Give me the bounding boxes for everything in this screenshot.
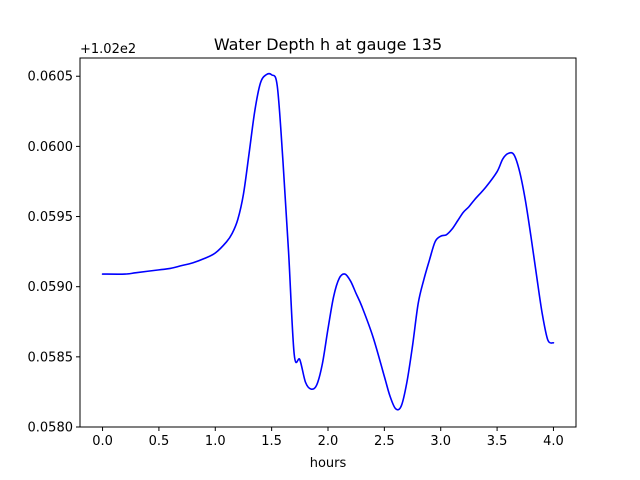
x-tick-label: 2.5	[374, 434, 395, 449]
x-tick-label: 0.0	[92, 434, 113, 449]
x-tick-label: 3.0	[430, 434, 451, 449]
y-tick-label: 0.0595	[28, 210, 74, 225]
y-tick-label: 0.0605	[28, 70, 74, 85]
y-axis-offset-label: +1.02e2	[80, 42, 136, 57]
y-tick-label: 0.0580	[28, 421, 74, 436]
y-tick-label: 0.0600	[28, 140, 74, 155]
y-tick-label: 0.0590	[28, 280, 74, 295]
x-tick-label: 0.5	[149, 434, 170, 449]
chart-title: Water Depth h at gauge 135	[214, 35, 442, 54]
x-tick-label: 2.0	[318, 434, 339, 449]
x-axis-ticks: 0.0 0.5 1.0 1.5 2.0 2.5 3.0 3.5 4.0	[92, 427, 564, 449]
y-tick-label: 0.0585	[28, 350, 74, 365]
x-axis-label: hours	[310, 456, 347, 471]
x-tick-label: 4.0	[543, 434, 564, 449]
y-axis-ticks: 0.0580 0.0585 0.0590 0.0595 0.0600 0.0605	[28, 70, 80, 436]
x-tick-label: 1.0	[205, 434, 226, 449]
series-layer	[101, 72, 555, 411]
series-line-0	[101, 72, 555, 411]
x-tick-label: 3.5	[487, 434, 508, 449]
x-tick-label: 1.5	[261, 434, 282, 449]
